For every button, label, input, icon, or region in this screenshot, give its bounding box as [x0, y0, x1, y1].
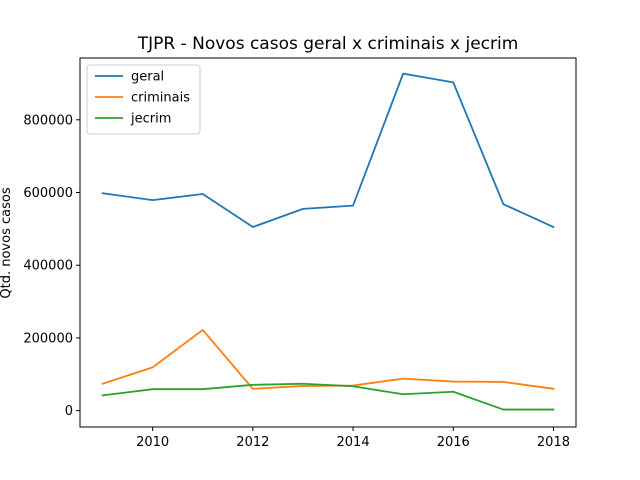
y-tick-label: 600000 [23, 186, 73, 201]
y-axis-label: Qtd. novos casos [0, 187, 14, 298]
y-tick-label: 400000 [23, 259, 73, 274]
y-tick-label: 200000 [23, 331, 73, 346]
x-tick-label: 2018 [537, 435, 570, 450]
series-line-geral [101, 72, 555, 229]
chart-title: TJPR - Novos casos geral x criminais x j… [137, 34, 519, 54]
y-tick-label: 800000 [23, 113, 73, 128]
y-tick-label: 0 [65, 404, 73, 419]
x-tick-label: 2016 [437, 435, 470, 450]
legend-box [86, 64, 201, 135]
x-tick-label: 2010 [136, 435, 169, 450]
legend-label-geral: geral [131, 70, 164, 85]
x-tick-label: 2014 [337, 435, 370, 450]
legend-label-jecrim: jecrim [130, 112, 171, 127]
x-tick-label: 2012 [236, 435, 269, 450]
series-line-jecrim [101, 382, 555, 411]
plot-frame [79, 57, 577, 428]
legend-label-criminais: criminais [131, 91, 190, 106]
plot-area: 2010 2012 2014 2016 2018 0 200000 400000 600000 8… [23, 57, 577, 450]
